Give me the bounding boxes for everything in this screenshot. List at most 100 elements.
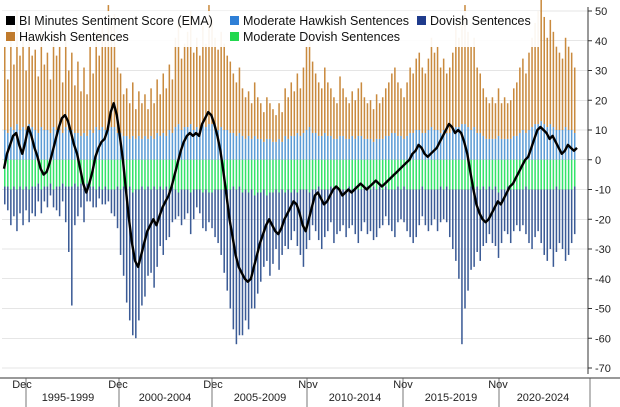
bar-dovish: [162, 189, 165, 255]
bar-moderate-hawkish: [403, 138, 405, 160]
bar-hawkish: [68, 70, 70, 130]
bar-moderate-hawkish: [543, 124, 545, 160]
bar-moderate-dovish: [430, 159, 433, 190]
bar-hawkish: [16, 11, 18, 125]
bar-moderate-hawkish: [366, 138, 369, 160]
bar-hawkish: [64, 37, 67, 128]
bar-moderate-hawkish: [479, 132, 481, 160]
bar-dovish: [52, 189, 55, 208]
bar-moderate-dovish: [116, 159, 119, 187]
bar-hawkish: [448, 67, 451, 133]
bar-moderate-hawkish: [494, 138, 497, 160]
bar-moderate-dovish: [336, 159, 338, 187]
bar-hawkish: [555, 46, 558, 131]
bar-moderate-dovish: [433, 159, 436, 190]
bar-moderate-hawkish: [80, 135, 82, 160]
bar-moderate-dovish: [324, 159, 326, 190]
bar-hawkish: [37, 76, 40, 133]
bar-hawkish: [357, 88, 360, 136]
bar-moderate-hawkish: [156, 132, 158, 160]
bar-dovish: [424, 189, 427, 226]
x-month-label: Nov: [298, 379, 318, 391]
bar-moderate-hawkish: [235, 135, 238, 160]
bar-dovish: [25, 186, 27, 211]
bar-moderate-hawkish: [314, 132, 317, 160]
bar-dovish: [43, 186, 46, 202]
bar-moderate-hawkish: [333, 138, 335, 160]
bar-hawkish: [494, 103, 497, 139]
bar-hawkish: [348, 103, 350, 139]
bar-dovish: [330, 186, 332, 223]
bar-moderate-dovish: [177, 159, 180, 193]
bar-hawkish: [217, 49, 219, 130]
bar-dovish: [537, 189, 539, 232]
bar-moderate-dovish: [448, 159, 451, 190]
bar-hawkish: [467, 31, 469, 128]
bar-dovish: [95, 189, 97, 208]
bar-dovish: [458, 189, 460, 279]
bar-hawkish: [74, 85, 76, 133]
bar-moderate-hawkish: [229, 132, 232, 160]
bar-hawkish: [58, 46, 61, 131]
bar-hawkish: [153, 103, 155, 139]
bar-hawkish: [433, 52, 436, 130]
bar-moderate-hawkish: [34, 130, 37, 160]
bar-hawkish: [49, 79, 52, 133]
bar-moderate-dovish: [296, 159, 299, 193]
bar-dovish: [394, 189, 396, 238]
bar-dovish: [58, 186, 61, 217]
bar-moderate-dovish: [342, 159, 344, 190]
bar-hawkish: [305, 46, 308, 131]
bar-moderate-dovish: [28, 159, 30, 190]
bar-moderate-hawkish: [150, 135, 152, 160]
bar-dovish: [327, 189, 329, 232]
bar-moderate-hawkish: [415, 130, 417, 160]
bar-moderate-dovish: [488, 159, 491, 187]
bar-moderate-hawkish: [564, 127, 567, 160]
bar-moderate-dovish: [86, 159, 88, 184]
bar-moderate-hawkish: [28, 124, 30, 160]
bar-moderate-dovish: [436, 159, 439, 190]
bar-moderate-hawkish: [375, 138, 378, 160]
bar-dovish: [320, 189, 323, 249]
bar-hawkish: [52, 34, 55, 128]
bar-dovish: [138, 189, 140, 321]
bar-moderate-hawkish: [223, 130, 225, 160]
bar-hawkish: [384, 88, 387, 136]
bar-dovish: [506, 186, 509, 235]
bar-moderate-dovish: [128, 159, 131, 187]
bar-hawkish: [391, 73, 393, 133]
y-tick-label: 20: [595, 95, 607, 107]
bar-moderate-hawkish: [162, 132, 165, 160]
bar-moderate-hawkish: [558, 130, 561, 160]
bar-dovish: [442, 189, 445, 220]
bar-moderate-hawkish: [144, 135, 146, 160]
bar-dovish: [573, 186, 576, 235]
ema-line-group: [2, 102, 578, 283]
bar-hawkish: [107, 5, 110, 125]
bar-moderate-dovish: [165, 159, 168, 187]
bar-hawkish: [320, 88, 323, 136]
bar-moderate-dovish: [308, 159, 311, 193]
bar-dovish: [464, 189, 466, 309]
bar-moderate-hawkish: [360, 135, 363, 160]
bar-moderate-hawkish: [284, 135, 286, 160]
bar-moderate-dovish: [214, 159, 216, 190]
bar-dovish: [418, 189, 421, 226]
bar-hawkish: [525, 73, 527, 133]
bar-moderate-hawkish: [22, 127, 24, 160]
bar-moderate-hawkish: [570, 130, 573, 160]
bar-dovish: [384, 186, 387, 217]
bar-dovish: [116, 186, 119, 229]
bar-moderate-dovish: [104, 159, 107, 187]
bar-dovish: [186, 189, 189, 214]
bar-hawkish: [138, 91, 140, 136]
bar-moderate-dovish: [546, 159, 549, 190]
bar-dovish: [552, 189, 555, 267]
bar-hawkish: [211, 19, 213, 125]
bar-dovish: [202, 192, 204, 229]
bar-moderate-hawkish: [132, 135, 134, 160]
bar-moderate-hawkish: [55, 130, 58, 160]
bar-hawkish: [424, 73, 427, 133]
bar-dovish: [339, 189, 341, 232]
